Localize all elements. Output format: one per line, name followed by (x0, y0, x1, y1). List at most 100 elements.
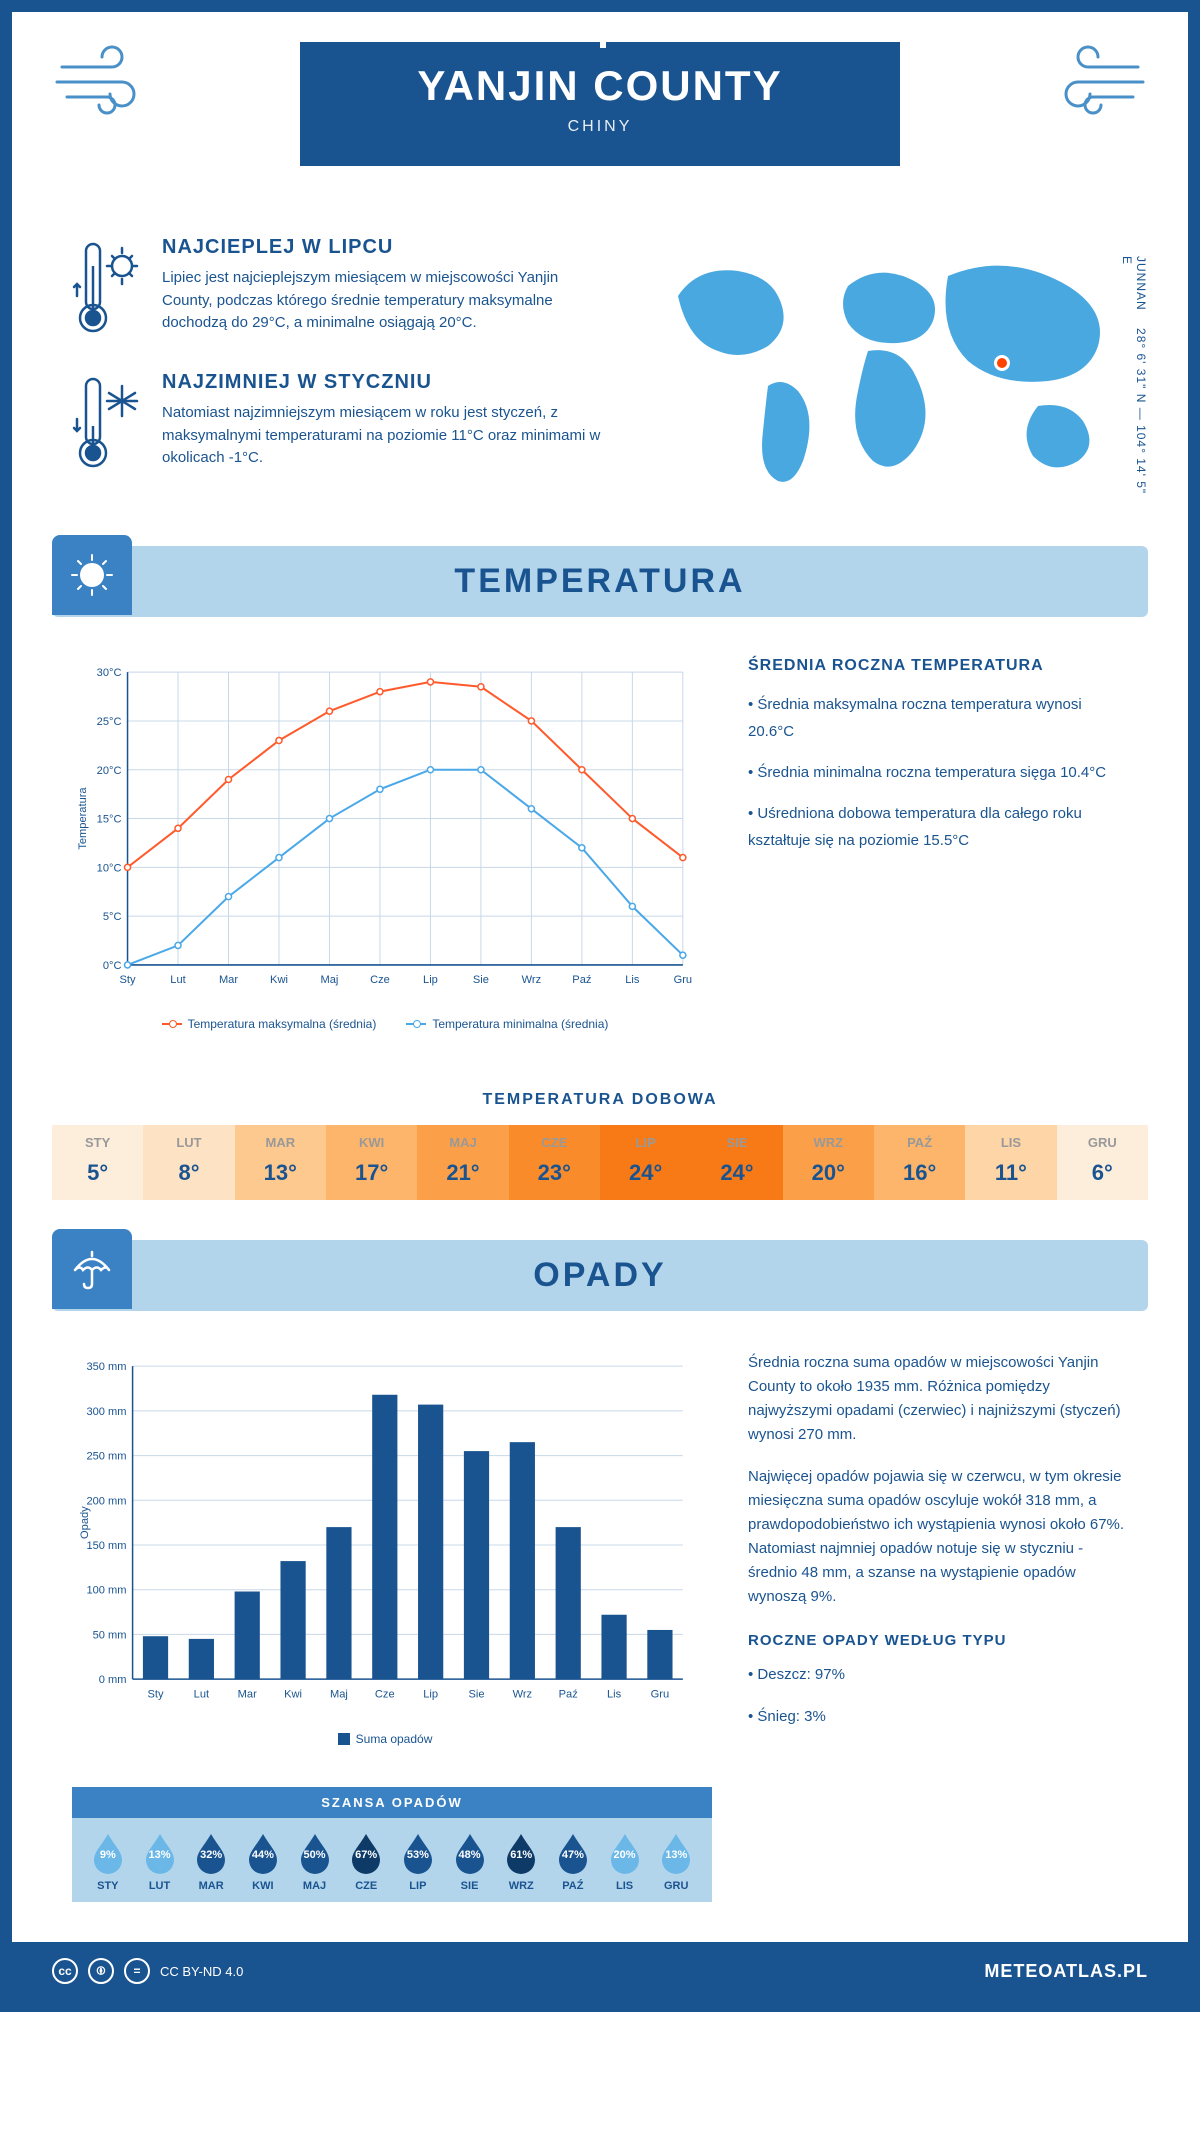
license-text: CC BY-ND 4.0 (160, 1964, 243, 1979)
svg-text:Maj: Maj (321, 974, 339, 986)
daily-temp-cell: MAJ21° (417, 1125, 508, 1200)
chance-cell: 61%WRZ (495, 1832, 547, 1892)
site-name: METEOATLAS.PL (984, 1961, 1148, 1982)
svg-text:30°C: 30°C (97, 667, 122, 679)
svg-text:Sie: Sie (473, 974, 489, 986)
svg-text:0 mm: 0 mm (99, 1674, 127, 1686)
temperature-heading: TEMPERATURA (152, 562, 1048, 601)
svg-text:Gru: Gru (651, 1689, 670, 1701)
svg-text:Kwi: Kwi (284, 1689, 302, 1701)
svg-text:15°C: 15°C (97, 814, 122, 826)
svg-text:300 mm: 300 mm (86, 1406, 126, 1418)
daily-temp-title: TEMPERATURA DOBOWA (12, 1091, 1188, 1109)
precipitation-chart: 0 mm 50 mm 100 mm 150 mm 200 mm 250 mm 300 mm 3… (72, 1351, 698, 1747)
thermometer-hot-icon (72, 236, 142, 341)
svg-text:Paź: Paź (572, 974, 591, 986)
wind-icon (1048, 42, 1148, 122)
chance-cell: 20%LIS (599, 1832, 651, 1892)
svg-text:Cze: Cze (375, 1689, 395, 1701)
by-icon: 🅯 (88, 1958, 114, 1984)
sun-icon (52, 535, 132, 615)
temperature-chart: 0°C5°C10°C15°C20°C25°C30°CStyLutMarKwiMa… (72, 657, 698, 1031)
daily-temp-cell: WRZ20° (783, 1125, 874, 1200)
section-header-temperature: TEMPERATURA (52, 546, 1148, 617)
svg-text:Opady: Opady (79, 1506, 91, 1539)
chance-cell: 44%KWI (237, 1832, 289, 1892)
svg-text:100 mm: 100 mm (86, 1585, 126, 1597)
chance-cell: 53%LIP (392, 1832, 444, 1892)
daily-temp-cell: MAR13° (235, 1125, 326, 1200)
precipitation-legend: Suma opadów (72, 1732, 698, 1746)
svg-text:Sty: Sty (148, 1689, 164, 1701)
svg-text:Lis: Lis (625, 974, 640, 986)
temperature-summary: ŚREDNIA ROCZNA TEMPERATURA • Średnia mak… (748, 657, 1128, 1031)
daily-temp-cell: STY5° (52, 1125, 143, 1200)
thermometer-cold-icon (72, 371, 142, 476)
world-map: JUNNAN 28° 6' 31" N — 104° 14' 5" E (648, 236, 1128, 506)
svg-text:Temperatura: Temperatura (77, 787, 89, 850)
coldest-block: NAJZIMNIEJ W STYCZNIU Natomiast najzimni… (72, 371, 608, 476)
precipitation-summary: Średnia roczna suma opadów w miejscowośc… (748, 1351, 1128, 1747)
svg-text:Lis: Lis (607, 1689, 622, 1701)
chance-cell: 9%STY (82, 1832, 134, 1892)
precipitation-heading: OPADY (152, 1256, 1048, 1295)
chance-cell: 67%CZE (340, 1832, 392, 1892)
svg-text:10°C: 10°C (97, 862, 122, 874)
svg-text:50 mm: 50 mm (93, 1630, 127, 1642)
temperature-legend: Temperatura maksymalna (średnia) Tempera… (72, 1017, 698, 1031)
svg-text:Kwi: Kwi (270, 974, 288, 986)
svg-text:Mar: Mar (219, 974, 238, 986)
svg-text:Sie: Sie (468, 1689, 484, 1701)
daily-temp-cell: PAŹ16° (874, 1125, 965, 1200)
chance-cell: 47%PAŹ (547, 1832, 599, 1892)
daily-temp-strip: STY5°LUT8°MAR13°KWI17°MAJ21°CZE23°LIP24°… (52, 1125, 1148, 1200)
svg-text:Mar: Mar (238, 1689, 257, 1701)
svg-text:Paź: Paź (559, 1689, 578, 1701)
svg-text:Maj: Maj (330, 1689, 348, 1701)
title-banner: YANJIN COUNTY CHINY (300, 42, 900, 166)
hottest-block: NAJCIEPLEJ W LIPCU Lipiec jest najcieple… (72, 236, 608, 341)
precipitation-chance: SZANSA OPADÓW 9%STY13%LUT32%MAR44%KWI50%… (72, 1787, 712, 1902)
svg-text:0°C: 0°C (103, 960, 122, 972)
daily-temp-cell: LIP24° (600, 1125, 691, 1200)
header: YANJIN COUNTY CHINY (12, 12, 1188, 216)
coordinates: JUNNAN 28° 6' 31" N — 104° 14' 5" E (1120, 256, 1148, 506)
coldest-text: Natomiast najzimniejszym miesiącem w rok… (162, 402, 608, 470)
nd-icon: = (124, 1958, 150, 1984)
page-subtitle: CHINY (380, 118, 820, 136)
svg-text:200 mm: 200 mm (86, 1496, 126, 1508)
info-section: NAJCIEPLEJ W LIPCU Lipiec jest najcieple… (12, 216, 1188, 546)
hottest-title: NAJCIEPLEJ W LIPCU (162, 236, 608, 259)
svg-text:Lut: Lut (170, 974, 185, 986)
svg-text:20°C: 20°C (97, 765, 122, 777)
hottest-text: Lipiec jest najcieplejszym miesiącem w m… (162, 267, 608, 335)
location-marker (994, 355, 1010, 371)
daily-temp-cell: KWI17° (326, 1125, 417, 1200)
svg-text:Lut: Lut (194, 1689, 209, 1701)
daily-temp-cell: LUT8° (143, 1125, 234, 1200)
daily-temp-cell: LIS11° (965, 1125, 1056, 1200)
daily-temp-cell: SIE24° (691, 1125, 782, 1200)
chance-cell: 13%LUT (134, 1832, 186, 1892)
cc-icon: cc (52, 1958, 78, 1984)
footer: cc 🅯 = CC BY-ND 4.0 METEOATLAS.PL (12, 1942, 1188, 2000)
svg-text:Lip: Lip (423, 974, 438, 986)
svg-text:Gru: Gru (674, 974, 693, 986)
svg-text:5°C: 5°C (103, 911, 122, 923)
daily-temp-cell: CZE23° (509, 1125, 600, 1200)
svg-text:Lip: Lip (423, 1689, 438, 1701)
page-title: YANJIN COUNTY (380, 62, 820, 110)
svg-text:150 mm: 150 mm (86, 1540, 126, 1552)
wind-icon (52, 42, 152, 122)
map-svg (648, 236, 1128, 496)
section-header-precipitation: OPADY (52, 1240, 1148, 1311)
umbrella-icon (52, 1229, 132, 1309)
chance-cell: 48%SIE (444, 1832, 496, 1892)
svg-text:250 mm: 250 mm (86, 1451, 126, 1463)
daily-temp-cell: GRU6° (1057, 1125, 1148, 1200)
svg-text:Wrz: Wrz (513, 1689, 533, 1701)
svg-text:Wrz: Wrz (522, 974, 542, 986)
svg-text:350 mm: 350 mm (86, 1361, 126, 1373)
chance-cell: 50%MAJ (289, 1832, 341, 1892)
chance-cell: 32%MAR (185, 1832, 237, 1892)
